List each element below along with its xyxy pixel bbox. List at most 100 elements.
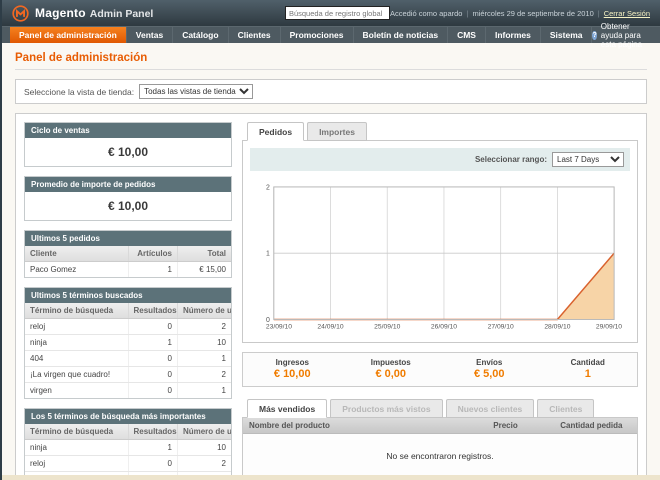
nav-item-cms[interactable]: CMS <box>448 27 486 43</box>
main-nav: Panel de administración Ventas Catálogo Cli… <box>2 22 660 49</box>
column-header-resultados: Resultados <box>128 303 178 319</box>
table-row[interactable]: virgen 0 1 <box>25 382 231 398</box>
table-cell: Paco Gomez <box>25 261 129 277</box>
table-row[interactable]: reloj 0 2 <box>25 318 231 335</box>
help-label: Obtener ayuda para esta página <box>600 21 643 49</box>
table-row[interactable]: Paco Gomez 1 € 15,00 <box>25 261 231 277</box>
table-cell: ninja <box>25 334 129 351</box>
total-label: Envíos <box>476 358 503 368</box>
global-search-input[interactable] <box>284 6 390 20</box>
tab-importes[interactable]: Importes <box>307 122 367 141</box>
range-label: Seleccionar rango: <box>474 155 547 164</box>
help-link[interactable]: ? Obtener ayuda para esta página <box>592 22 660 49</box>
range-select[interactable]: Last 7 Days <box>552 152 624 167</box>
table-cell: € 15,00 <box>199 265 226 274</box>
table-cell: reloj <box>25 318 129 335</box>
box-header: Promedio de importe de pedidos <box>25 177 231 192</box>
box-header: Ciclo de ventas <box>25 123 231 138</box>
help-icon: ? <box>592 30 597 40</box>
table-cell: 2 <box>177 366 231 383</box>
store-view-label: Seleccione la vista de tienda: <box>24 86 135 97</box>
table-row[interactable]: ninja 1 10 <box>25 334 231 351</box>
nav-item-promociones[interactable]: Promociones <box>281 27 354 43</box>
nav-item-cata-logo[interactable]: Catálogo <box>173 27 229 43</box>
table-cell: 10 <box>177 334 231 351</box>
total-envi-os: Envíos € 5,00 <box>440 358 539 380</box>
header-date: miércoles 29 de septiembre de 2010 <box>472 8 594 18</box>
total-value: 1 <box>584 368 591 381</box>
total-label: Impuestos <box>370 358 411 368</box>
total-value: € 10,00 <box>273 368 311 381</box>
dashboard-panel: Ciclo de ventas € 10,00 Promedio de impo… <box>15 113 647 480</box>
tab-productos-ma-s-vistos[interactable]: Productos más vistos <box>330 399 443 419</box>
brand-group: Magento Admin Panel <box>12 4 285 22</box>
store-view-chooser: Seleccione la vista de tienda: Todas las… <box>15 79 647 104</box>
products-grid: Nombre del producto Precio Cantidad pedida… <box>242 417 638 480</box>
table-row[interactable]: ninja 1 10 <box>25 439 231 456</box>
column-header-te-rmino-de-bu-squeda: Término de búsqueda <box>25 424 129 440</box>
column-header-cantidad-pedida: Cantidad pedida <box>554 418 637 435</box>
nav-item-sistema[interactable]: Sistema <box>541 27 593 43</box>
last-orders-table: Cliente Artículos Total Paco Gomez 1 € 15,00 <box>25 246 231 277</box>
logout-link[interactable]: Cerrar Sesión <box>603 8 650 18</box>
table-header-row: Cliente Artículos Total <box>25 246 231 262</box>
tab-ma-s-vendidos[interactable]: Más vendidos <box>247 399 328 419</box>
separator: | <box>466 8 469 18</box>
box-header: Ultimos 5 términos buscados <box>25 288 231 303</box>
nav-item-ventas[interactable]: Ventas <box>127 27 174 43</box>
nav-item-panel-de-administracio-n[interactable]: Panel de administración <box>10 27 127 43</box>
table-cell: 1 <box>128 261 178 277</box>
table-header-row: Nombre del producto Precio Cantidad pedida <box>243 418 637 435</box>
column-header-nu-mero-de-usos: Número de usos <box>177 303 231 319</box>
box-header: Ultimos 5 pedidos <box>25 231 231 246</box>
user-info: Accedió como apardo | miércoles 29 de se… <box>390 9 650 18</box>
table-cell: ninja <box>25 439 129 456</box>
table-row[interactable]: reloj 0 2 <box>25 455 231 472</box>
chart-tabs: Pedidos Importes <box>242 122 638 141</box>
table-cell: 0 <box>128 366 178 383</box>
content: Panel de administración Seleccione la vi… <box>2 43 660 480</box>
tab-nuevos-clientes[interactable]: Nuevos clientes <box>445 399 535 419</box>
box-last-search-terms: Ultimos 5 términos buscados Término de b… <box>24 287 232 399</box>
box-sales-cycle: Ciclo de ventas € 10,00 <box>24 122 232 167</box>
box-header: Los 5 términos de búsqueda más important… <box>25 409 231 424</box>
table-cell: 0 <box>128 350 178 367</box>
svg-text:27/09/10: 27/09/10 <box>488 323 514 330</box>
table-row[interactable]: 404 0 1 <box>25 350 231 367</box>
table-cell: reloj <box>25 455 129 472</box>
nav-item-informes[interactable]: Informes <box>486 27 541 43</box>
column-header-cliente: Cliente <box>25 246 129 262</box>
nav-item-boleti-n-de-noticias[interactable]: Boletín de noticias <box>354 27 449 43</box>
page-title: Panel de administración <box>15 52 647 70</box>
total-label: Ingresos <box>275 358 309 368</box>
table-cell: 1 <box>128 334 178 351</box>
brand-name: Magento <box>35 6 86 20</box>
tab-clientes[interactable]: Clientes <box>537 399 595 419</box>
page-bottom-strip <box>2 475 660 480</box>
average-order-value: € 10,00 <box>107 199 149 213</box>
empty-message: No se encontraron registros. <box>243 433 637 480</box>
tab-pedidos[interactable]: Pedidos <box>247 122 305 141</box>
separator: | <box>597 8 600 18</box>
store-view-select[interactable]: Todas las vistas de tienda <box>139 84 254 99</box>
table-cell: 2 <box>177 455 231 472</box>
table-cell: 0 <box>128 455 178 472</box>
column-header-arti-culos: Artículos <box>128 246 178 262</box>
nav-items: Panel de administración Ventas Catálogo Cli… <box>10 27 593 43</box>
total-label: Cantidad <box>570 358 605 368</box>
total-cantidad: Cantidad 1 <box>539 358 638 380</box>
orders-chart: 0 1 2 23/09/10 24/09/10 25/09/10 26/09/10 27/09… <box>250 171 630 335</box>
svg-text:23/09/10: 23/09/10 <box>266 323 292 330</box>
svg-text:29/09/10: 29/09/10 <box>596 323 622 330</box>
brand-product: Admin Panel <box>89 8 154 20</box>
magento-logo[interactable] <box>12 4 29 22</box>
table-cell: 10 <box>177 439 231 456</box>
logged-in-as: Accedió como apardo <box>389 8 463 18</box>
svg-text:0: 0 <box>266 317 270 324</box>
box-last-orders: Ultimos 5 pedidos Cliente Artículos Total P… <box>24 230 232 278</box>
nav-item-clientes[interactable]: Clientes <box>229 27 281 43</box>
column-header-resultados: Resultados <box>128 424 178 440</box>
